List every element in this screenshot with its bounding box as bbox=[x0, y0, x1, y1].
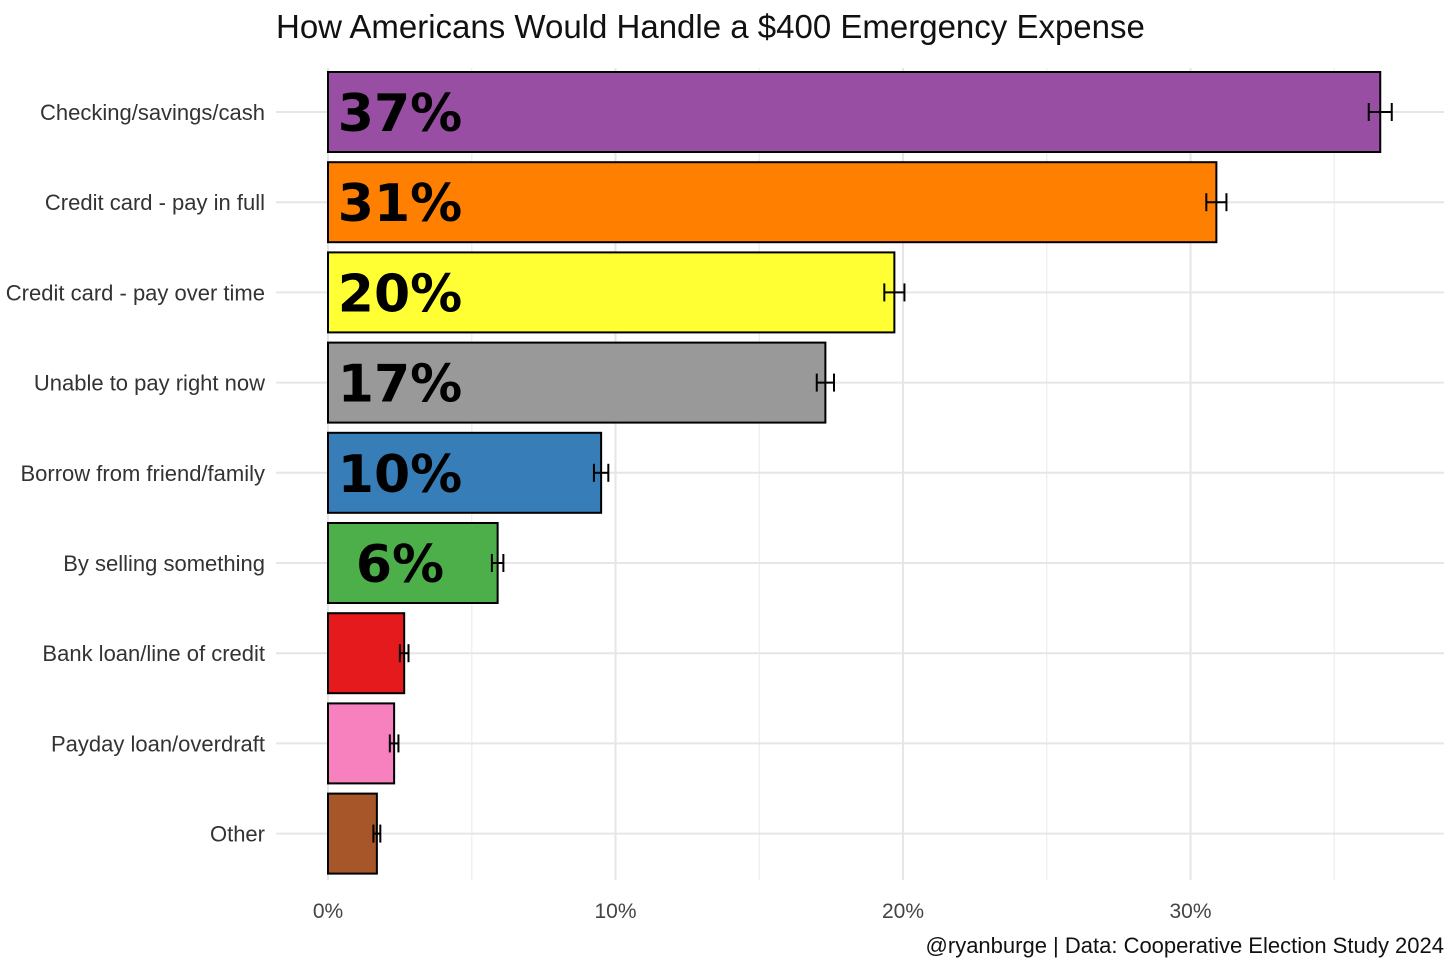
category-label-1: Checking/savings/cash bbox=[40, 100, 265, 125]
x-tick-label-30: 30% bbox=[1169, 900, 1211, 923]
bar-value-label-1: 37% bbox=[338, 84, 462, 144]
bar-7 bbox=[327, 612, 406, 695]
category-labels: Checking/savings/cash Credit card - pay i… bbox=[6, 100, 265, 847]
error-bar-2 bbox=[1205, 193, 1228, 212]
error-bar-8 bbox=[388, 734, 400, 753]
category-label-7: Bank loan/line of credit bbox=[42, 641, 265, 666]
chart-caption: @ryanburge | Data: Cooperative Election … bbox=[926, 933, 1444, 958]
bar-value-label-3: 20% bbox=[338, 264, 462, 324]
bar-value-label-2: 31% bbox=[338, 174, 462, 234]
error-bar-7 bbox=[398, 644, 410, 663]
error-bar-6 bbox=[490, 554, 505, 572]
category-label-6: By selling something bbox=[63, 551, 265, 576]
x-tick-label-20: 20% bbox=[882, 900, 924, 923]
bar-9 bbox=[327, 792, 378, 875]
error-bar-4 bbox=[815, 373, 835, 392]
bar-1 bbox=[327, 71, 1382, 153]
x-tick-label-0: 0% bbox=[313, 900, 343, 923]
x-tick-label-10: 10% bbox=[594, 900, 636, 923]
category-label-3: Credit card - pay over time bbox=[6, 280, 265, 305]
bar-6 bbox=[327, 522, 499, 604]
bar-3 bbox=[327, 251, 896, 334]
error-bar-5 bbox=[592, 463, 610, 482]
bar-value-label-5: 10% bbox=[338, 445, 462, 505]
error-bar-3 bbox=[883, 283, 906, 302]
category-label-2: Credit card - pay in full bbox=[45, 190, 265, 215]
category-label-4: Unable to pay right now bbox=[34, 371, 265, 396]
error-bar-1 bbox=[1367, 103, 1393, 121]
x-tick-labels: 0% 10% 20% 30% bbox=[313, 900, 1212, 923]
bars bbox=[327, 71, 1382, 875]
bar-2 bbox=[327, 161, 1218, 244]
bar-value-labels: 37% 31% 20% 17% 10% 6% bbox=[338, 84, 462, 595]
error-bars bbox=[372, 103, 1393, 843]
bar-value-label-6: 6% bbox=[356, 535, 444, 595]
bar-value-label-4: 17% bbox=[338, 355, 462, 415]
error-bar-9 bbox=[372, 824, 382, 843]
category-label-5: Borrow from friend/family bbox=[20, 461, 265, 486]
category-label-8: Payday loan/overdraft bbox=[51, 731, 265, 756]
chart-title: How Americans Would Handle a $400 Emerge… bbox=[276, 8, 1145, 45]
category-label-9: Other bbox=[210, 822, 265, 847]
bar-8 bbox=[327, 702, 396, 785]
